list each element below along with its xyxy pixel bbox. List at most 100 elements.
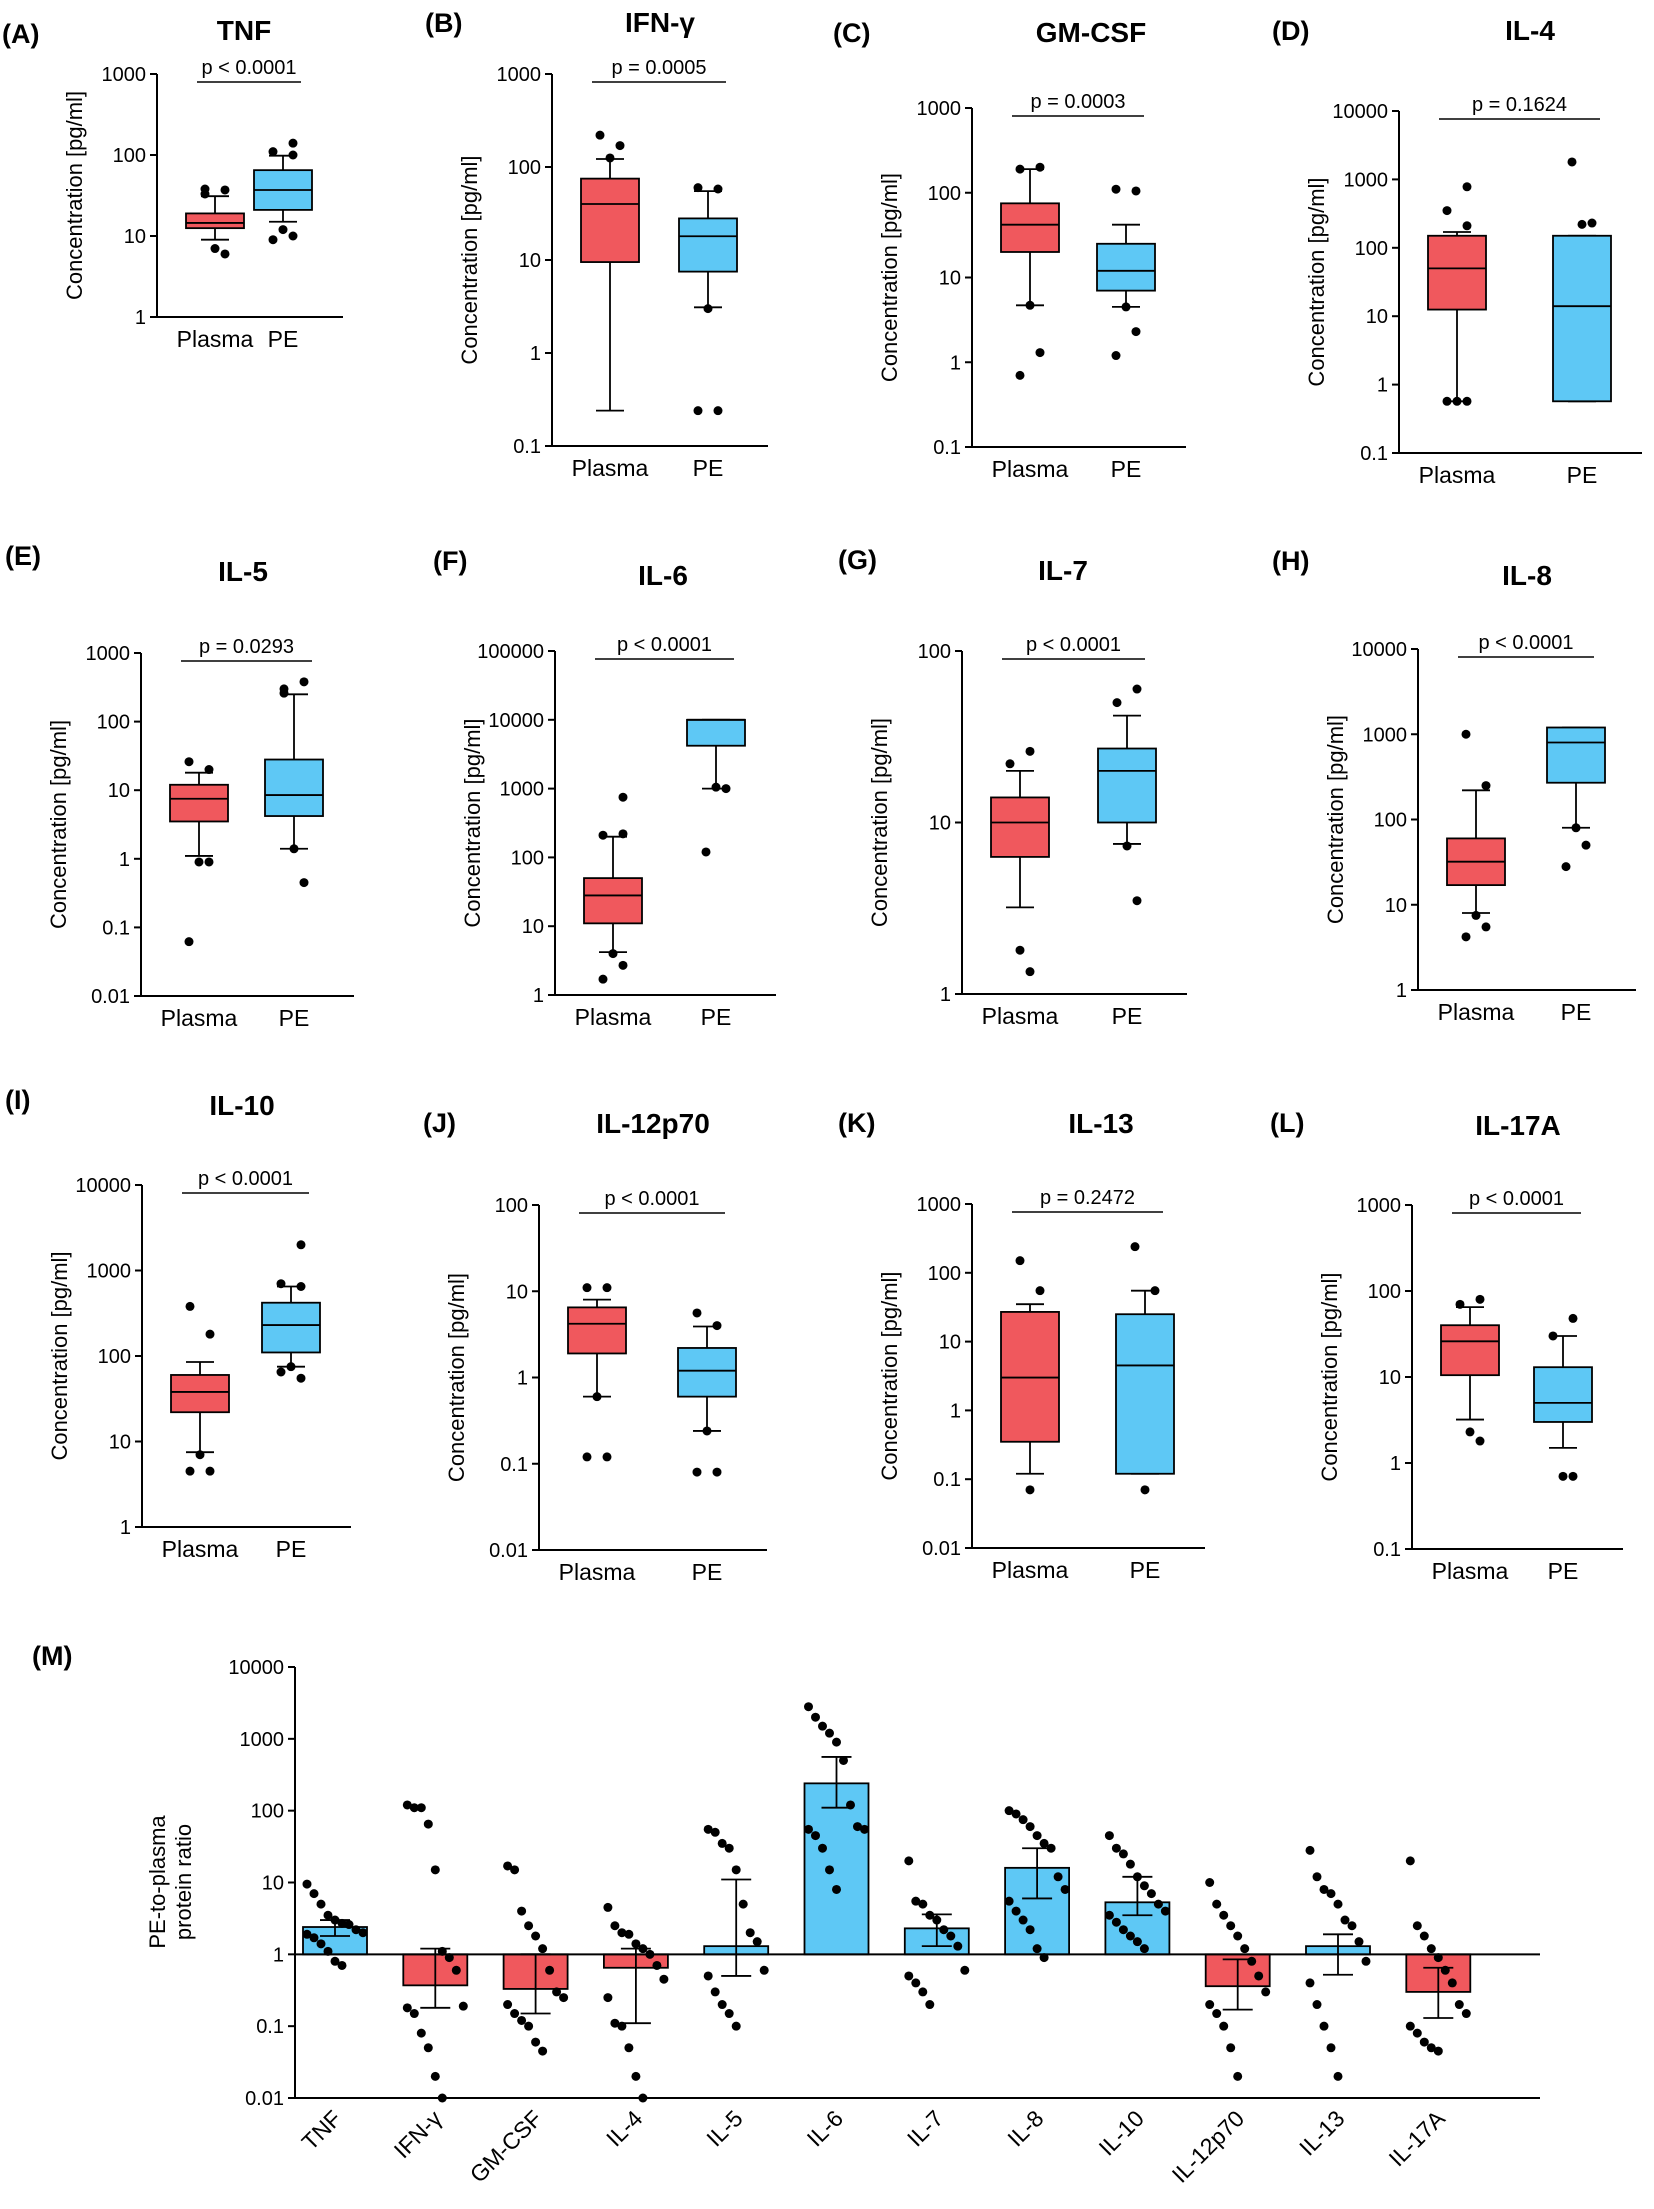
y-tick-label: 0.01 [489,1540,528,1562]
outlier-point [1548,1331,1558,1341]
iqr-box [1546,726,1606,784]
data-point [1025,1822,1035,1832]
panel-ratio-bars: (M) 0.01 0.1 1 10 100 1000 10000 PE-to-plasmapro… [32,1641,1540,2188]
data-point [1261,1987,1271,1997]
y-tick-label: 10 [1379,1367,1401,1389]
x-category-label: Plasma [992,1557,1069,1583]
outlier-point [184,937,194,947]
data-point [724,2009,734,2019]
iqr-box [1115,1313,1175,1475]
outlier-point [1015,1256,1025,1266]
outlier-point [1132,896,1142,906]
data-point [946,1931,956,1941]
data-point [731,2021,741,2031]
panel-letter: (B) [425,8,462,38]
outlier-point [701,847,711,857]
data-point [524,2021,534,2031]
outlier-point [185,1301,195,1311]
data-point [437,2093,447,2103]
y-axis-label: Concentration [pg/ml] [457,155,482,364]
data-point [1060,1884,1070,1894]
box-plasma [990,746,1050,977]
x-category-label: IL-4 [601,2105,648,2152]
x-category-label: IL-17A [1384,2105,1451,2172]
x-category-label: IFN-γ [389,2105,447,2163]
y-tick-label: 100 [918,641,951,663]
panel-ifn-: (B) IFN-γ 0.1 1 10 100 1000 Concentration [pg/m… [425,7,768,481]
outlier-point [693,406,703,416]
iqr-box [580,177,640,263]
data-point [1219,2021,1229,2031]
data-point [402,1800,412,1810]
data-point [624,1929,634,1939]
data-point [860,1824,869,1834]
data-point [316,1899,326,1909]
data-point [1354,1937,1364,1947]
box-plasma [1427,182,1487,406]
outlier-point [1035,1286,1045,1296]
y-tick-label: 1 [119,849,130,871]
y-tick-label: 10 [108,780,130,802]
data-point [309,1933,319,1943]
data-point [603,1902,613,1912]
data-point [1454,2000,1464,2010]
box-pe [678,183,738,416]
y-tick-label: 1000 [917,98,962,120]
bar-group-il-13: IL-13 [1294,1845,1371,2161]
outlier-point [1461,932,1471,942]
data-point [918,1987,928,1997]
data-point [430,2071,440,2081]
x-category-label: PE [701,1004,732,1030]
x-category-label: PE [1111,456,1142,482]
y-tick-label: 100 [928,183,961,205]
y-tick-label: 10000 [75,1175,131,1197]
panel-il-7: (G) IL-7 1 10 100 Concentration [pg/ml] p < 0.… [838,545,1187,1029]
y-tick-label: 100 [1355,238,1388,260]
p-value-label: p < 0.0001 [201,57,296,79]
box-plasma [580,130,640,412]
y-tick-label: 10 [1366,306,1388,328]
outlier-point [1442,396,1452,406]
data-point [1419,1931,1429,1941]
data-point [1025,1925,1035,1935]
outlier-point [185,1466,195,1476]
iqr-box [264,758,324,817]
data-point [1419,2037,1429,2047]
panel-letter: (G) [838,545,877,575]
outlier-point [1442,206,1452,216]
data-point [1326,1889,1336,1899]
data-point [337,1918,347,1928]
outlier-point [712,1467,722,1477]
y-axis-label: Concentration [pg/ml] [460,718,485,927]
data-point [451,1965,461,1975]
y-tick-label: 1 [533,985,544,1007]
y-axis-label: Concentration [pg/ml] [1323,715,1348,924]
panel-title: IL-10 [209,1090,274,1121]
panel-title: IL-5 [218,556,268,587]
outlier-point [598,830,608,840]
data-point [960,1965,970,1975]
x-category-label: PE [1567,462,1598,488]
outlier-point [1455,1299,1465,1309]
data-point [1233,1931,1243,1941]
bar-group-il-12p70: IL-12p70 [1167,1878,1271,2188]
data-point [638,2093,648,2103]
iqr-box [990,796,1050,858]
data-point [309,1889,319,1899]
data-point [1326,2043,1336,2053]
iqr-box [567,1306,627,1355]
x-category-label: IL-8 [1002,2105,1048,2151]
outlier-point [1035,162,1045,172]
outlier-point [276,1367,286,1377]
outlier-point [299,878,309,888]
bar-group-ifn-: IFN-γ [389,1800,469,2163]
data-point [1053,1872,1063,1882]
y-tick-label: 0.1 [102,917,130,939]
panel-title: IL-17A [1475,1110,1561,1141]
data-point [510,2009,520,2019]
x-category-label: PE [1548,1558,1579,1584]
y-tick-label: 0.1 [500,1454,528,1476]
panel-il-12p70: (J) IL-12p70 0.01 0.1 1 10 100 Concentration [p… [423,1108,767,1585]
panel-letter: (L) [1270,1108,1304,1138]
